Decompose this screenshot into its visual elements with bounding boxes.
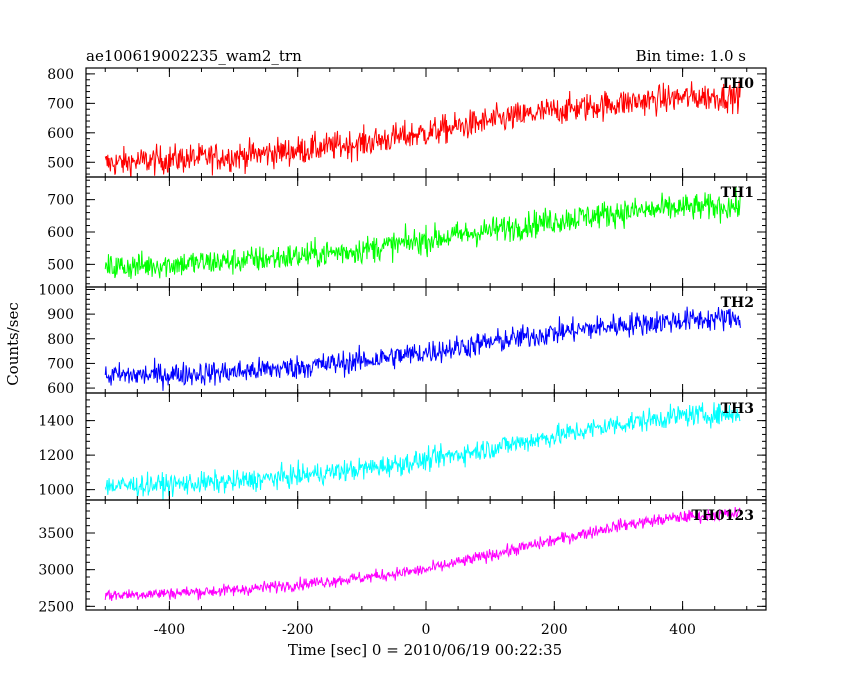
y-tick-label: 1000 [38, 483, 74, 499]
y-tick-label: 1400 [38, 414, 74, 430]
x-tick-label: -400 [154, 622, 185, 638]
y-tick-label: 600 [47, 126, 74, 142]
y-tick-label: 1000 [38, 282, 74, 298]
x-tick-label: 400 [669, 622, 696, 638]
panel-label-th1: TH1 [721, 185, 754, 201]
y-tick-label: 3000 [38, 563, 74, 579]
y-tick-label: 1200 [38, 448, 74, 464]
series-line-th1 [104, 187, 741, 279]
y-tick-label: 3500 [38, 526, 74, 542]
panel-label-th0123: TH0123 [691, 508, 754, 524]
y-tick-label: 500 [47, 155, 74, 171]
panel-label-th3: TH3 [721, 401, 754, 417]
series-line-th3 [104, 402, 741, 500]
panel-th2: 600 700 800 900 1000 TH2 [38, 282, 767, 397]
x-tick-label: -200 [282, 622, 313, 638]
y-tick-label: 500 [47, 257, 74, 273]
x-axis-label: Time [sec] 0 = 2010/06/19 00:22:35 [288, 641, 562, 659]
panel-frame [85, 67, 767, 178]
y-tick-label: 2500 [38, 599, 74, 615]
panel-th0: 500 600 700 800 TH0 [47, 67, 767, 178]
y-axis-label: Counts/sec [4, 302, 22, 386]
y-tick-label: 900 [47, 307, 74, 323]
y-tick-label: 800 [47, 332, 74, 348]
series-line-th0 [104, 80, 741, 177]
panel-label-th0: TH0 [721, 76, 755, 92]
series-line-th2 [104, 306, 741, 391]
y-tick-label: 700 [47, 96, 74, 112]
chart-title: ae100619002235_wam2_trn [86, 47, 302, 65]
bin-time-label: Bin time: 1.0 s [636, 47, 746, 65]
x-tick-label: 200 [541, 622, 568, 638]
y-tick-label: 600 [47, 381, 74, 397]
panels-group: 500 600 700 800 TH0 500 600 700 TH1 600 700 800 900 1… [38, 67, 767, 638]
panel-label-th2: TH2 [721, 295, 754, 311]
y-tick-label: 700 [47, 193, 74, 209]
panel-th3: 1000 1200 1400 TH3 [38, 392, 767, 501]
series-line-th0123 [104, 507, 741, 602]
panel-th0123: 2500 3000 3500 TH0123 [38, 499, 767, 615]
panel-th1: 500 600 700 TH1 [47, 176, 767, 288]
y-tick-label: 800 [47, 67, 74, 83]
x-tick-label: 0 [422, 622, 431, 638]
y-tick-label: 700 [47, 356, 74, 372]
y-tick-label: 600 [47, 225, 74, 241]
